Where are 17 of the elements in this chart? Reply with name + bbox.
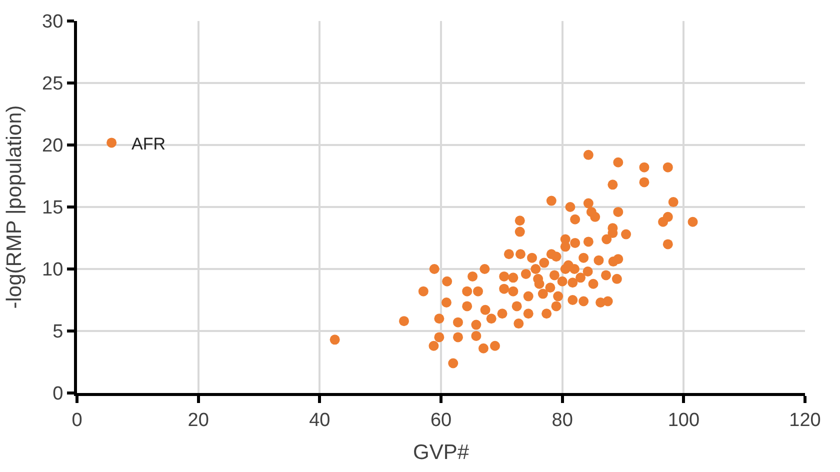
y-tick-label: 15: [42, 198, 64, 219]
y-tick-label: 30: [42, 12, 64, 33]
legend-label: AFR: [132, 134, 166, 154]
x-tick-label: 120: [789, 410, 821, 431]
x-tick-label: 40: [309, 410, 330, 431]
y-tick-label: 25: [42, 74, 64, 95]
y-tick-label: 0: [52, 384, 64, 405]
x-axis-title: GVP#: [412, 441, 470, 464]
x-tick-label: 80: [552, 410, 573, 431]
x-tick-label: 20: [188, 410, 209, 431]
y-axis-title: -log(RMP |population): [3, 105, 26, 309]
y-tick-label: 5: [52, 322, 64, 343]
x-tick-label: 60: [430, 410, 452, 431]
x-tick-label: 0: [72, 410, 82, 431]
y-tick-label: 20: [42, 136, 64, 157]
x-tick-label: 100: [668, 410, 700, 431]
y-tick-label: 10: [42, 260, 64, 281]
